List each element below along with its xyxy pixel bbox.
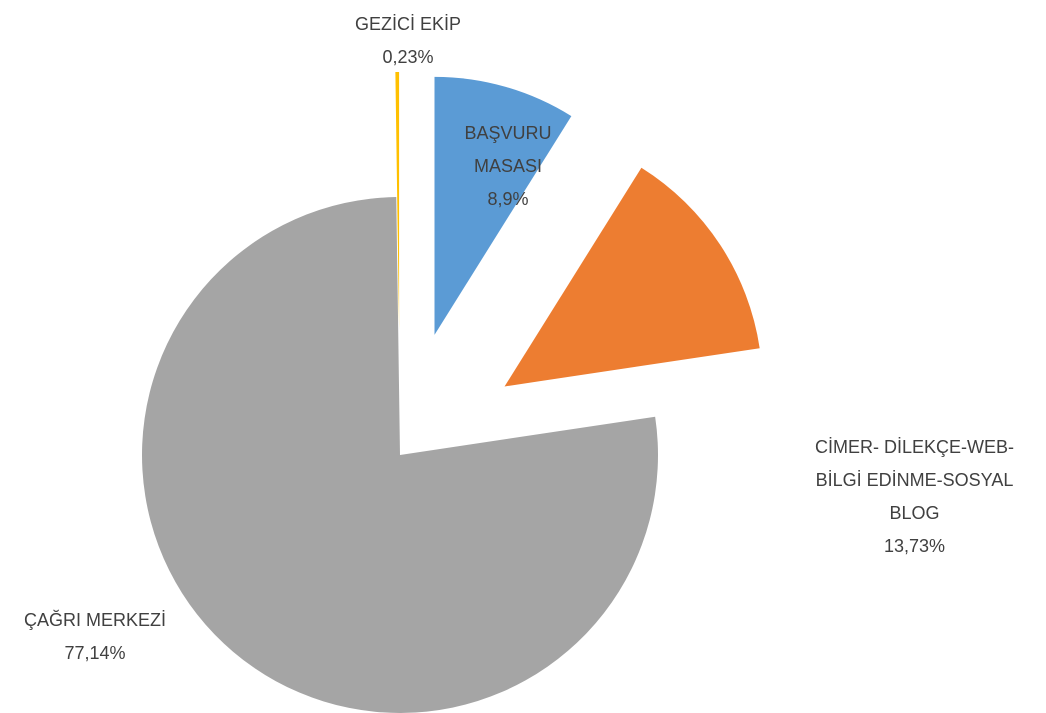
pie-slice	[504, 167, 760, 387]
value-label: 0,23%	[382, 47, 434, 67]
data-label: ÇAĞRI MERKEZİ 77,14%	[0, 604, 190, 670]
category-label: ÇAĞRI MERKEZİ	[23, 610, 166, 630]
category-label: BAŞVURU MASASI	[464, 123, 552, 176]
category-label: CİMER- DİLEKÇE-WEB-BİLGİ EDİNME-SOSYAL B…	[814, 437, 1014, 523]
data-label: CİMER- DİLEKÇE-WEB-BİLGİ EDİNME-SOSYAL B…	[792, 431, 1037, 563]
value-label: 13,73%	[883, 536, 946, 556]
value-label: 77,14%	[64, 643, 126, 663]
pie-slice	[141, 197, 658, 713]
pie-slice	[434, 76, 572, 335]
data-label: BAŞVURU MASASI 8,9%	[448, 117, 568, 216]
category-label: GEZİCİ EKİP	[354, 14, 462, 34]
value-label: 8,9%	[487, 189, 529, 209]
data-label: GEZİCİ EKİP 0,23%	[318, 8, 498, 74]
pie-slice	[395, 72, 400, 331]
